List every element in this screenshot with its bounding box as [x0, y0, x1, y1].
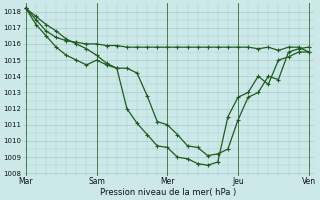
X-axis label: Pression niveau de la mer( hPa ): Pression niveau de la mer( hPa ) [100, 188, 236, 197]
